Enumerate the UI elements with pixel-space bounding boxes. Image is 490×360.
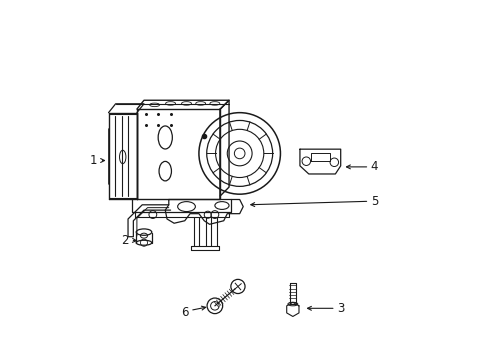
Text: 2: 2 xyxy=(121,234,128,247)
Text: 6: 6 xyxy=(181,306,189,319)
Text: 1: 1 xyxy=(90,154,97,167)
Text: 5: 5 xyxy=(370,195,378,208)
Text: 4: 4 xyxy=(370,161,378,174)
Text: 3: 3 xyxy=(337,302,344,315)
